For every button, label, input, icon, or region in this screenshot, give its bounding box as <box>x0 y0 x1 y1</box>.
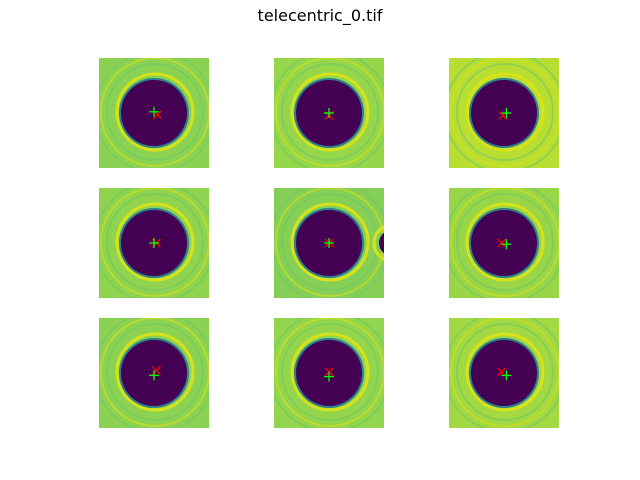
diffraction-ring <box>456 323 554 421</box>
reference-center-marker <box>501 239 512 250</box>
diffraction-ring <box>450 58 559 167</box>
diffraction-ring <box>281 323 379 421</box>
tile-1 <box>99 58 209 168</box>
dark-disk <box>471 340 537 406</box>
reference-center-marker <box>149 106 159 117</box>
bright-halo <box>290 332 370 412</box>
tile-2 <box>274 58 384 168</box>
diffraction-ring <box>100 318 209 427</box>
neighbor-disk <box>379 232 384 254</box>
dark-disk <box>471 210 537 276</box>
bright-halo <box>115 332 195 412</box>
tile-6 <box>449 188 559 298</box>
diffraction-ring <box>456 63 554 161</box>
tile-7 <box>99 318 209 428</box>
reference-center-marker <box>324 238 334 248</box>
diffraction-ring <box>275 318 384 427</box>
diffraction-ring <box>281 193 379 291</box>
diffraction-ring <box>275 58 384 167</box>
bright-halo <box>465 202 545 282</box>
reference-center-marker <box>149 370 159 381</box>
bright-halo <box>115 202 195 282</box>
tile-3 <box>449 58 559 168</box>
neighbor-disk-halo <box>372 225 384 261</box>
bright-halo <box>290 202 370 282</box>
reference-center-marker <box>501 108 512 118</box>
diffraction-ring <box>100 188 209 297</box>
diffraction-ring <box>450 318 559 427</box>
bright-halo <box>465 72 545 152</box>
bright-halo <box>465 332 545 412</box>
diffraction-ring <box>275 188 384 297</box>
tile-5 <box>274 188 384 298</box>
figure-title: telecentric_0.tif <box>257 6 383 25</box>
diffraction-ring <box>281 63 379 161</box>
bright-halo <box>115 72 195 152</box>
tile-9 <box>449 318 559 428</box>
diffraction-ring <box>106 193 204 291</box>
diffraction-ring <box>100 58 209 167</box>
tile-4 <box>99 188 209 298</box>
reference-center-marker <box>149 238 159 248</box>
reference-center-marker <box>324 108 334 118</box>
reference-center-marker <box>324 371 334 382</box>
diffraction-ring <box>456 193 554 291</box>
reference-center-marker <box>501 370 512 381</box>
measured-center-marker <box>497 238 507 248</box>
measured-center-marker <box>497 367 507 377</box>
bright-halo <box>290 72 370 152</box>
diffraction-ring <box>106 63 204 161</box>
diffraction-ring <box>450 188 559 297</box>
diffraction-ring <box>106 323 204 421</box>
tile-8 <box>274 318 384 428</box>
